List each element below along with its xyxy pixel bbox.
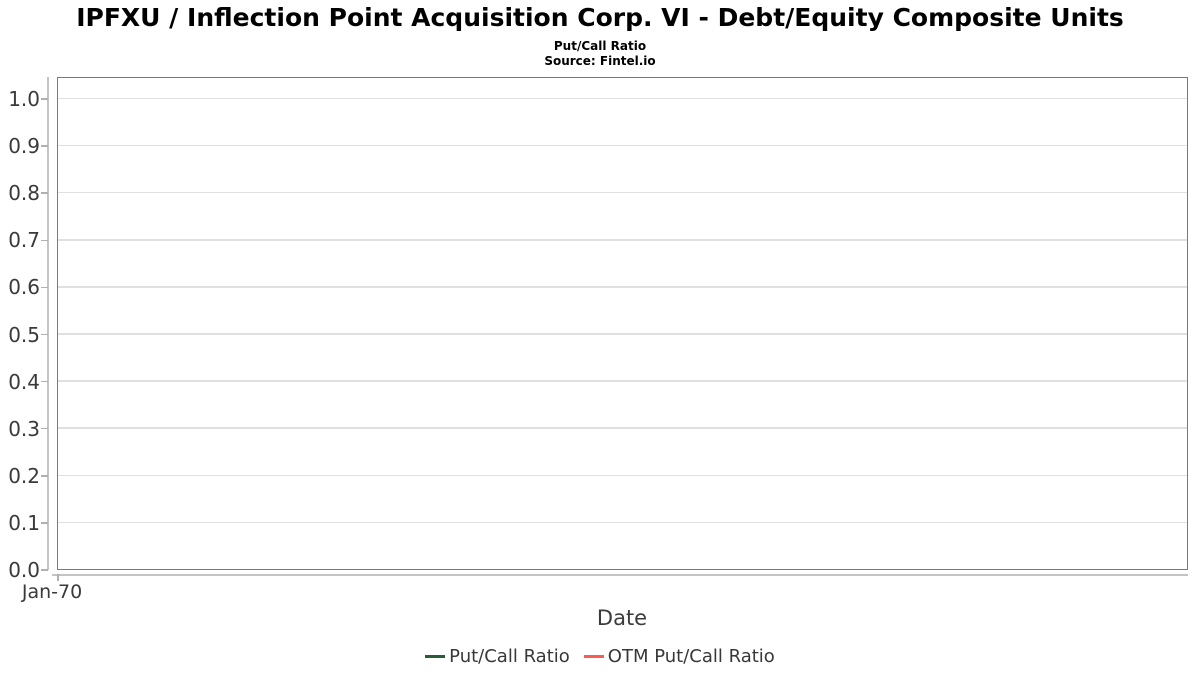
y-tick-label: 0.0 xyxy=(8,558,40,582)
legend-label: Put/Call Ratio xyxy=(449,646,570,667)
x-tick-mark xyxy=(57,574,59,581)
x-axis-title: Date xyxy=(596,606,648,630)
y-tick-mark xyxy=(41,427,48,430)
legend-line-swatch xyxy=(425,655,446,658)
gridline xyxy=(58,333,1187,335)
y-tick-label: 1.0 xyxy=(8,87,40,111)
gridline xyxy=(58,380,1187,382)
gridline xyxy=(58,97,1187,100)
y-tick-label: 0.3 xyxy=(8,416,40,441)
legend-label: OTM Put/Call Ratio xyxy=(607,646,775,667)
y-tick-mark xyxy=(41,333,48,336)
y-axis-line xyxy=(47,77,49,570)
chart-subtitle: Put/Call Ratio xyxy=(553,39,647,53)
gridline xyxy=(58,144,1187,147)
y-tick-label: 0.6 xyxy=(8,275,40,300)
y-tick-label: 0.1 xyxy=(8,510,40,535)
x-tick-label: Jan-70 xyxy=(21,581,83,603)
gridline xyxy=(58,521,1187,524)
y-tick-label: 0.9 xyxy=(8,134,40,159)
gridline xyxy=(58,286,1187,288)
legend-item: Put/Call Ratio xyxy=(425,646,570,667)
y-tick-mark xyxy=(41,569,48,571)
legend: Put/Call Ratio OTM Put/Call Ratio xyxy=(0,646,1200,667)
gridline xyxy=(58,239,1187,241)
gridline xyxy=(58,191,1187,194)
gridline xyxy=(58,474,1187,477)
y-tick-mark xyxy=(41,286,48,289)
gridline xyxy=(58,427,1187,429)
chart-source: Source: Fintel.io xyxy=(544,54,656,68)
y-tick-mark xyxy=(41,380,48,383)
y-tick-mark xyxy=(41,475,48,477)
y-tick-mark xyxy=(41,522,48,524)
y-tick-mark xyxy=(41,192,48,194)
y-tick-mark xyxy=(41,239,48,242)
y-tick-label: 0.7 xyxy=(8,228,40,253)
y-tick-mark xyxy=(41,145,48,147)
y-tick-label: 0.2 xyxy=(8,463,40,488)
y-tick-label: 0.5 xyxy=(8,322,40,347)
legend-line-swatch xyxy=(583,655,604,658)
y-tick-mark xyxy=(41,98,48,100)
plot-area xyxy=(57,77,1188,570)
chart-title: IPFXU / Inflection Point Acquisition Cor… xyxy=(76,3,1124,32)
y-tick-label: 0.8 xyxy=(8,181,40,206)
legend-item: OTM Put/Call Ratio xyxy=(583,646,775,667)
y-tick-label: 0.4 xyxy=(8,369,40,394)
x-axis-line xyxy=(52,574,1188,576)
